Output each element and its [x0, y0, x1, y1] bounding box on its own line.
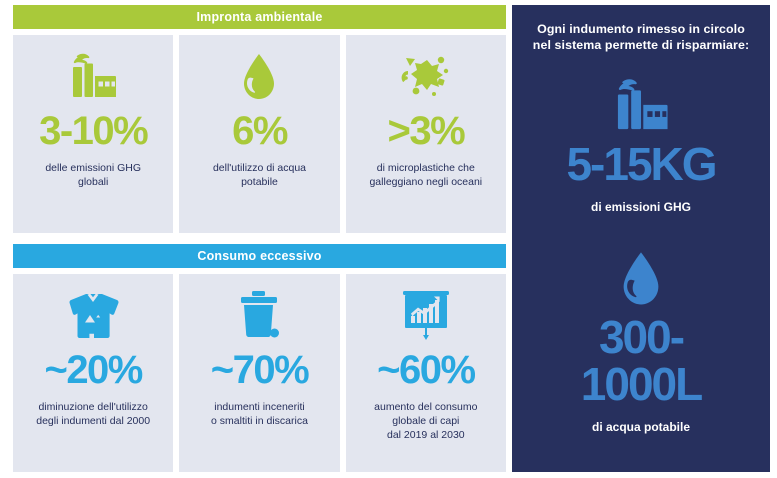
water-drop-icon [619, 248, 663, 310]
stat-card-garment-use: ~20% diminuzione dell'utilizzo degli ind… [13, 274, 174, 472]
savings-figure: 300- 1000L [580, 311, 703, 411]
savings-caption: di emissioni GHG [590, 200, 692, 215]
stat-caption: delle emissioni GHG globali [45, 162, 142, 188]
stat-figure: ~20% [44, 348, 143, 392]
stat-card-consumption-growth: ~60% aumento del consumo globale di capi… [345, 274, 506, 472]
card-row-impronta-ambientale: 3-10% delle emissioni GHG globali 6% del… [13, 35, 506, 233]
microplastics-icon [398, 49, 454, 105]
water-drop-icon [240, 49, 278, 105]
factory-icon [611, 75, 671, 137]
stat-card-water-use: 6% dell'utilizzo di acqua potabile [179, 35, 340, 233]
savings-figure: 5-15KG [566, 138, 717, 191]
card-row-consumo-eccessivo: ~20% diminuzione dell'utilizzo degli ind… [13, 274, 506, 472]
stat-card-microplastics: >3% di microplastiche che galleggiano ne… [345, 35, 506, 233]
stat-caption: di microplastiche che galleggiano negli … [369, 162, 483, 188]
stat-figure: 3-10% [39, 109, 149, 153]
stat-figure: ~60% [377, 348, 476, 392]
stat-caption: diminuzione dell'utilizzo degli indument… [36, 401, 151, 427]
section-impronta-ambientale: Impronta ambientale [13, 5, 506, 233]
trash-bin-icon [237, 288, 281, 344]
stat-figure: 6% [232, 109, 288, 153]
left-column: Impronta ambientale [13, 5, 506, 472]
savings-block-ghg: 5-15KG di emissioni GHG [526, 75, 756, 214]
stat-card-ghg-emissions: 3-10% delle emissioni GHG globali [13, 35, 174, 233]
polo-shirt-icon [65, 288, 121, 344]
stat-figure: >3% [387, 109, 465, 153]
section-consumo-eccessivo: Consumo eccessivo ~20% [13, 244, 506, 472]
factory-icon [67, 49, 119, 105]
savings-panel-title: Ogni indumento rimesso in circolo nel si… [532, 22, 750, 53]
savings-caption: di acqua potabile [591, 419, 690, 434]
stat-caption: aumento del consumo globale di capi dal … [374, 401, 478, 441]
stat-figure: ~70% [210, 348, 310, 392]
section-header-consumo-eccessivo: Consumo eccessivo [13, 244, 506, 268]
chart-board-icon [401, 288, 451, 344]
stat-caption: indumenti inceneriti o smaltiti in disca… [211, 401, 308, 427]
savings-block-water: 300- 1000L di acqua potabile [526, 248, 756, 434]
stat-card-incinerated: ~70% indumenti inceneriti o smaltiti in … [179, 274, 340, 472]
savings-panel: Ogni indumento rimesso in circolo nel si… [512, 5, 770, 472]
section-header-impronta-ambientale: Impronta ambientale [13, 5, 506, 29]
stat-caption: dell'utilizzo di acqua potabile [212, 162, 307, 188]
